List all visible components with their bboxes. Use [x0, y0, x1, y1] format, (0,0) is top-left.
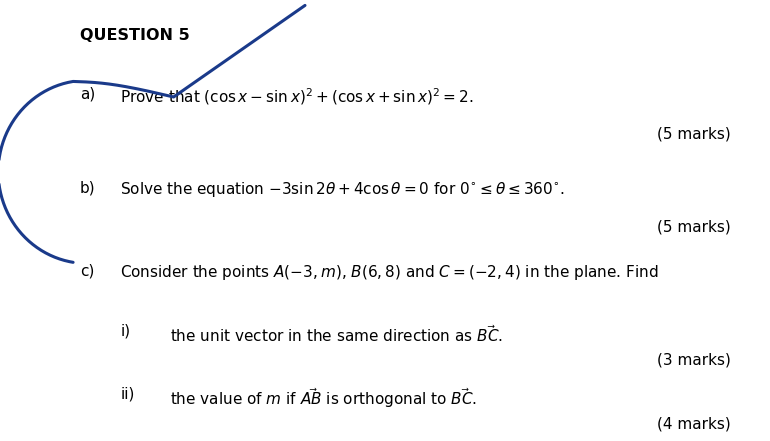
Text: QUESTION 5: QUESTION 5 [80, 28, 189, 43]
Text: the unit vector in the same direction as $\vec{BC}$.: the unit vector in the same direction as… [170, 324, 503, 345]
Text: Prove that $(\cos x - \sin x)^{2} + (\cos x + \sin x)^{2} = 2.$: Prove that $(\cos x - \sin x)^{2} + (\co… [120, 86, 474, 107]
Text: c): c) [80, 263, 94, 278]
Text: (4 marks): (4 marks) [658, 417, 731, 432]
Text: the value of $m$ if $\vec{AB}$ is orthogonal to $\vec{BC}$.: the value of $m$ if $\vec{AB}$ is orthog… [170, 386, 477, 410]
Text: ii): ii) [120, 386, 135, 401]
Text: (5 marks): (5 marks) [658, 220, 731, 235]
Text: i): i) [120, 324, 130, 339]
Text: (5 marks): (5 marks) [658, 126, 731, 141]
Text: b): b) [80, 180, 95, 195]
Text: Solve the equation $-3\sin 2\theta + 4\cos\theta = 0$ for $0^{\circ} \leq \theta: Solve the equation $-3\sin 2\theta + 4\c… [120, 180, 565, 199]
Text: Consider the points $A(-3,m)$, $B(6,8)$ and $C=(-2,4)$ in the plane. Find: Consider the points $A(-3,m)$, $B(6,8)$ … [120, 263, 659, 282]
Text: a): a) [80, 86, 95, 101]
Text: (3 marks): (3 marks) [658, 353, 731, 368]
